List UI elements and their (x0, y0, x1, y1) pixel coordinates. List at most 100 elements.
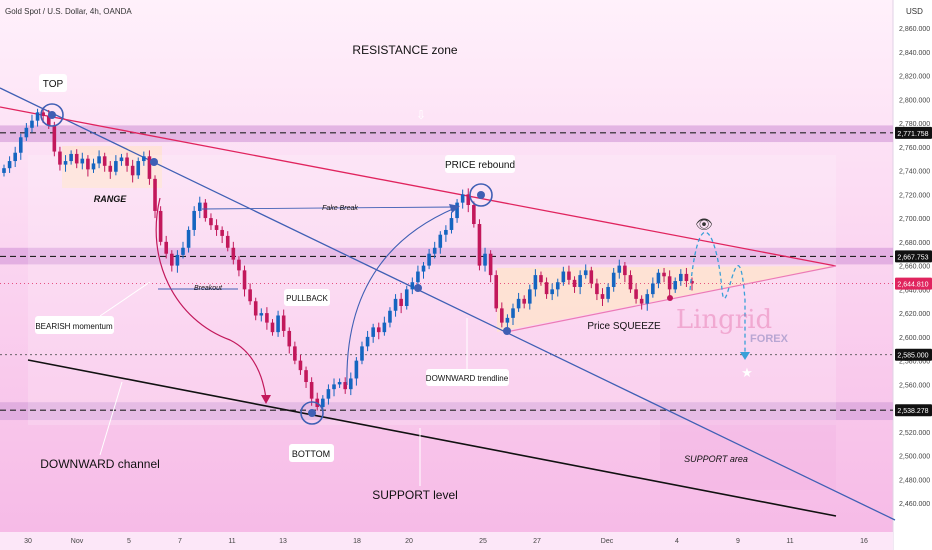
candle-body (153, 178, 157, 211)
band-support (0, 402, 893, 421)
candle-body (539, 275, 543, 283)
candle-body (18, 137, 23, 153)
candle-body (583, 270, 588, 276)
price-tick-label: 2,860.000 (899, 26, 930, 33)
candle-body (237, 259, 241, 271)
pullback-label: PULLBACK (286, 294, 328, 303)
candle-body (533, 275, 538, 290)
candle-body (544, 282, 549, 295)
candle-body (421, 265, 426, 272)
candle-body (399, 298, 403, 306)
time-tick-label: 4 (675, 538, 679, 545)
resistance-zone-label: RESISTANCE zone (352, 43, 457, 57)
candle-body (287, 330, 292, 347)
eye-icon: 👁 (695, 216, 713, 232)
candle-body (175, 254, 180, 266)
candle-body (253, 301, 258, 316)
candle-body (41, 112, 45, 116)
candle-body (80, 158, 85, 164)
candle-body (639, 298, 644, 304)
candle-body (488, 253, 493, 276)
price-badge-label: 2,585.000 (897, 353, 928, 360)
time-tick-label: 11 (786, 538, 793, 545)
rebound-marker (469, 183, 493, 207)
price-tick-label: 2,840.000 (899, 50, 930, 57)
price-tick-label: 2,640.000 (899, 287, 930, 294)
support-area-box (660, 420, 836, 490)
candle-body (186, 229, 191, 248)
candle-body (225, 235, 230, 248)
candle-body (119, 157, 124, 162)
candle-body (276, 315, 280, 333)
candle-body (158, 210, 163, 242)
support-level-label: SUPPORT level (372, 488, 458, 502)
price-tick-label: 2,720.000 (899, 192, 930, 199)
symbol-title: Gold Spot / U.S. Dollar, 4h, OANDA (5, 7, 132, 16)
price-rebound-label: PRICE rebound (445, 160, 515, 171)
candle-body (91, 163, 96, 170)
time-tick-label: 27 (533, 538, 541, 545)
candle-body (477, 224, 482, 266)
fake-break-line (201, 206, 456, 210)
time-tick-label: 13 (279, 538, 287, 545)
price-badge-label: 2,771.758 (897, 131, 928, 138)
price-tick-label: 2,580.000 (899, 359, 930, 366)
candle-body (214, 225, 219, 230)
time-tick-label: 18 (353, 538, 361, 545)
candle-body (7, 161, 12, 169)
candle-body (102, 156, 107, 166)
candle-body (527, 289, 532, 304)
candle-body (69, 153, 73, 162)
candle-body (304, 370, 308, 383)
bearish-momentum-pointer (99, 281, 151, 317)
price-scale-panel (893, 0, 932, 550)
candle-body (209, 218, 213, 226)
candle-body (382, 322, 387, 333)
top-label-box (39, 74, 67, 92)
candle-body (505, 317, 510, 323)
price-badges: 2,771.758 2,667.753 2,644.810 2,585.000 2,53… (895, 126, 932, 417)
price-badge (895, 404, 932, 417)
squeeze-dot (667, 295, 673, 301)
price-tick-label: 2,780.000 (899, 121, 930, 128)
candle-body (58, 151, 62, 165)
price-rebound-box (445, 155, 515, 173)
candle-body (130, 165, 135, 176)
candle-body (595, 283, 599, 295)
candle-body (197, 202, 202, 211)
range-end-dot (150, 158, 158, 166)
top-marker-dot (48, 111, 56, 119)
time-axis: 30 Nov 5 7 11 13 18 20 25 27 Dec 4 9 11 16 (24, 538, 868, 545)
time-tick-label: 16 (860, 538, 868, 545)
candle-body (371, 327, 375, 337)
candle-body (455, 202, 459, 219)
candle-body (321, 398, 325, 407)
candle-body (667, 276, 672, 290)
channel-pointer (99, 381, 123, 456)
bottom-marker-dot (308, 409, 316, 417)
price-squeeze-label: Price SQUEEZE (587, 321, 661, 332)
candle-body (444, 229, 448, 235)
time-tick-label: 5 (127, 538, 131, 545)
bearish-momentum-label: BEARISH momentum (35, 322, 113, 331)
candle-body (376, 327, 381, 333)
time-tick-label: 11 (228, 538, 235, 545)
price-badge-label: 2,538.278 (897, 408, 928, 415)
candle-body (220, 229, 224, 236)
candle-body (460, 194, 465, 203)
time-tick-label: 25 (479, 538, 487, 545)
time-tick-label: 9 (736, 538, 740, 545)
candle-body (432, 247, 437, 254)
candles-layer (2, 107, 694, 412)
candle-body (555, 282, 560, 290)
candle-body (567, 271, 571, 280)
candle-body (326, 389, 331, 399)
candle-body (511, 308, 515, 318)
candle-body (74, 153, 79, 164)
projection-path (689, 231, 746, 355)
price-badge (895, 277, 932, 290)
currency-label: USD (906, 7, 923, 16)
candle-body (561, 271, 566, 283)
candle-body (690, 281, 694, 284)
